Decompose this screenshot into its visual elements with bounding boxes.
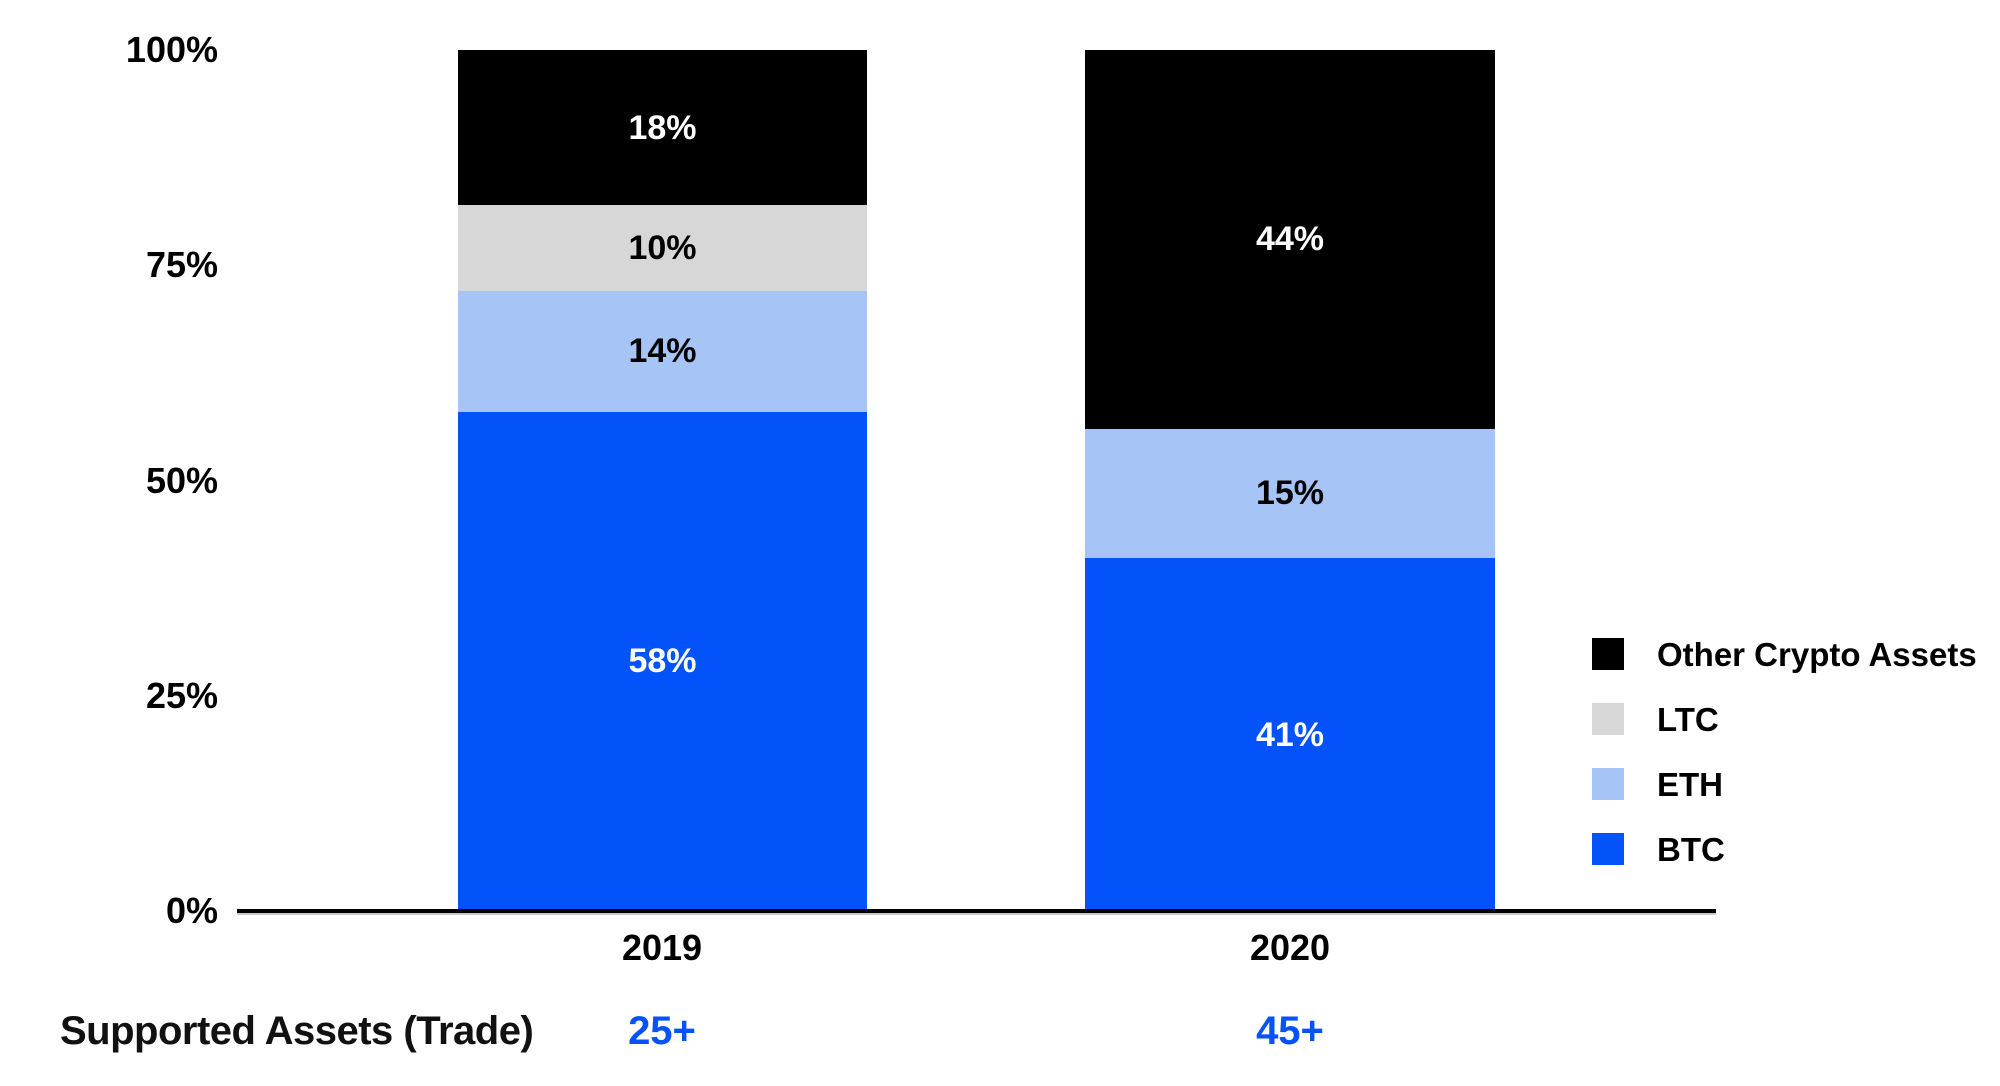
legend-swatch xyxy=(1592,833,1624,865)
x-label-2020: 2020 xyxy=(1249,927,1331,968)
segment-value-label: 18% xyxy=(628,108,697,147)
segment-value-label: 44% xyxy=(1255,220,1325,259)
segment-value-label: 41% xyxy=(1255,715,1325,754)
y-tick-25: 25% xyxy=(145,674,218,716)
legend-label: LTC xyxy=(1657,700,1719,738)
legend-swatch xyxy=(1592,638,1624,670)
segment-value-label: 14% xyxy=(628,332,697,371)
y-tick-75: 75% xyxy=(145,244,218,286)
segment-btc-2019: 58% xyxy=(458,411,867,911)
legend-label: Other Crypto Assets xyxy=(1657,635,1977,673)
segment-eth-2019: 14% xyxy=(458,291,867,412)
legend-item-btc: BTC xyxy=(1592,830,1725,868)
segment-eth-2020: 15% xyxy=(1085,428,1495,558)
footer-value-2019: 25+ xyxy=(628,1009,696,1053)
segment-value-label: 58% xyxy=(628,642,697,681)
bar-2019: 58% 14% 10% 18% xyxy=(458,50,867,911)
legend-label: ETH xyxy=(1657,765,1723,803)
y-tick-0: 0% xyxy=(165,890,218,931)
segment-other-crypto-assets-2019: 18% xyxy=(458,50,867,205)
segment-ltc-2019: 10% xyxy=(458,205,867,292)
legend-swatch xyxy=(1592,703,1624,735)
footer-label: Supported Assets (Trade) xyxy=(60,1009,534,1053)
bar-2020: 41% 15% 44% xyxy=(1085,50,1495,911)
y-tick-50: 50% xyxy=(145,459,218,501)
segment-value-label: 15% xyxy=(1255,474,1325,513)
footer-value-2020: 45+ xyxy=(1256,1009,1324,1053)
legend-item-ltc: LTC xyxy=(1592,700,1719,738)
segment-other-crypto-assets-2020: 44% xyxy=(1085,50,1495,429)
x-label-2019: 2019 xyxy=(621,927,703,968)
legend-label: BTC xyxy=(1657,830,1725,868)
y-tick-100: 100% xyxy=(125,29,218,70)
x-axis-line xyxy=(237,909,1716,913)
segment-btc-2020: 41% xyxy=(1085,558,1495,911)
legend-item-eth: ETH xyxy=(1592,765,1723,803)
segment-value-label: 10% xyxy=(628,229,697,268)
legend-item-other-crypto-assets: Other Crypto Assets xyxy=(1592,635,1977,673)
legend-swatch xyxy=(1592,768,1624,800)
